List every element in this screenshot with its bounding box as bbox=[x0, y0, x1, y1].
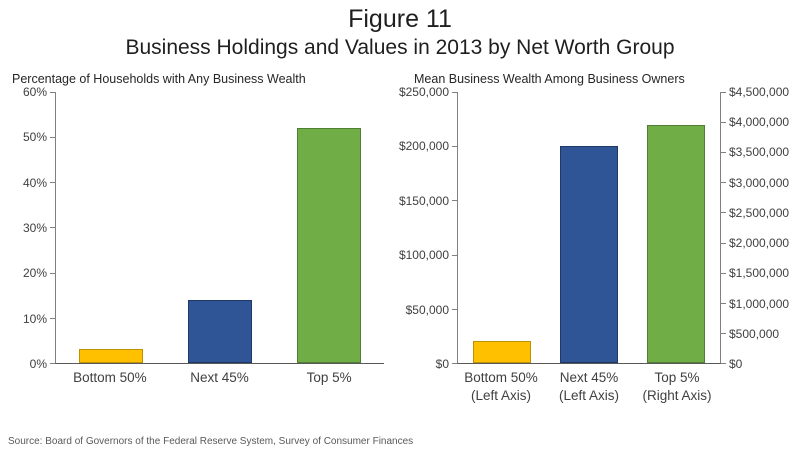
left-chart-category-row: Bottom 50% Next 45% Top 5% bbox=[8, 369, 384, 387]
right-chart-left-y-axis-labels: $250,000 $200,000 $150,000 $100,000 $50,000 $… bbox=[398, 85, 449, 371]
tick-mark bbox=[50, 362, 55, 364]
left-chart-title: Percentage of Households with Any Busine… bbox=[12, 72, 306, 86]
figure-title: Figure 11 bbox=[348, 5, 452, 33]
tick-mark bbox=[721, 332, 726, 334]
category-label-next-45: Next 45% (Left Axis) bbox=[558, 370, 620, 403]
category-label-bottom-50: Bottom 50% (Left Axis) bbox=[464, 370, 538, 403]
left-chart-body: 60% 50% 40% 30% 20% 10% 0% bbox=[8, 85, 384, 371]
right-chart-category-row: Bottom 50% (Left Axis) Next 45% (Left Axis)… bbox=[392, 369, 792, 404]
tick-mark bbox=[452, 92, 457, 93]
tick-mark bbox=[50, 92, 55, 93]
tick-mark bbox=[452, 254, 457, 256]
axis-spacer bbox=[392, 369, 457, 404]
bar-bottom-50 bbox=[472, 341, 531, 363]
left-chart-y-axis-tick-marks bbox=[50, 92, 55, 364]
right-chart-left-y-axis-tick-marks bbox=[452, 92, 457, 364]
tick-mark bbox=[452, 362, 457, 364]
right-chart-title: Mean Business Wealth Among Business Owne… bbox=[414, 72, 685, 86]
axis-spacer bbox=[721, 369, 792, 404]
category-label-bottom-50: Bottom 50% bbox=[73, 370, 147, 385]
tick-mark bbox=[721, 242, 726, 244]
right-chart-right-y-axis-labels: $4,500,000 $4,000,000 $3,500,000 $3,000,000… bbox=[729, 85, 790, 371]
tick-mark bbox=[50, 182, 55, 184]
tick-mark bbox=[50, 227, 55, 229]
tick-mark bbox=[721, 92, 726, 93]
left-chart-category-labels: Bottom 50% Next 45% Top 5% bbox=[55, 369, 384, 387]
tick-mark bbox=[721, 212, 726, 214]
source-note: Source: Board of Governors of the Federa… bbox=[8, 436, 414, 447]
tick-mark bbox=[721, 152, 726, 154]
bar-next-45 bbox=[187, 299, 252, 363]
figure-subtitle: Business Holdings and Values in 2013 by … bbox=[125, 36, 675, 59]
tick-mark bbox=[452, 146, 457, 148]
tick-mark bbox=[452, 200, 457, 202]
category-label-top-5: Top 5% (Right Axis) bbox=[642, 370, 712, 403]
tick-mark bbox=[452, 308, 457, 310]
right-chart-right-y-axis-tick-marks bbox=[721, 92, 726, 364]
bar-top-5 bbox=[647, 125, 706, 363]
tick-mark bbox=[50, 317, 55, 319]
tick-mark bbox=[721, 302, 726, 304]
left-chart-panel: Percentage of Households with Any Busine… bbox=[8, 68, 384, 404]
tick-mark bbox=[721, 182, 726, 184]
tick-mark bbox=[50, 137, 55, 139]
bar-top-5 bbox=[297, 128, 362, 363]
right-chart-panel: Mean Business Wealth Among Business Owne… bbox=[392, 68, 792, 404]
right-chart-body: $250,000 $200,000 $150,000 $100,000 $50,000 $… bbox=[392, 85, 792, 371]
tick-mark bbox=[721, 122, 726, 124]
charts-container: Percentage of Households with Any Busine… bbox=[0, 68, 800, 404]
left-chart-y-axis-labels: 60% 50% 40% 30% 20% 10% 0% bbox=[22, 85, 47, 371]
category-label-top-5: Top 5% bbox=[306, 370, 352, 385]
right-chart-plot-area bbox=[457, 92, 721, 364]
category-label-next-45: Next 45% bbox=[190, 370, 249, 385]
right-chart-category-labels: Bottom 50% (Left Axis) Next 45% (Left Axis)… bbox=[457, 369, 721, 404]
axis-spacer bbox=[8, 369, 55, 387]
left-chart-plot-area bbox=[55, 92, 384, 364]
bar-next-45 bbox=[559, 146, 618, 363]
tick-mark bbox=[50, 272, 55, 274]
tick-mark bbox=[721, 272, 726, 274]
bar-bottom-50 bbox=[78, 349, 143, 363]
tick-mark bbox=[721, 362, 726, 364]
figure-11: Figure 11 Business Holdings and Values i… bbox=[0, 5, 800, 447]
